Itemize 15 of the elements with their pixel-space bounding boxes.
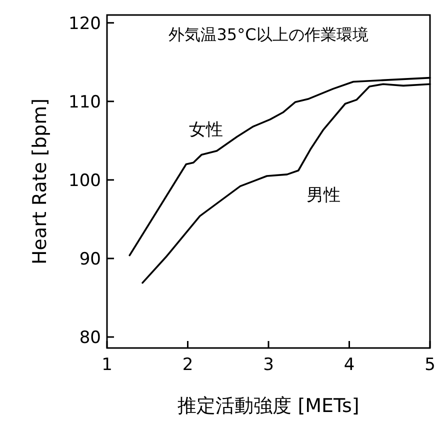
x-tick-label: 2 bbox=[182, 355, 194, 375]
x-tick-label: 3 bbox=[263, 355, 274, 375]
y-tick-label: 90 bbox=[79, 249, 101, 270]
y-tick-label: 100 bbox=[68, 170, 101, 191]
series-label: 女性 bbox=[188, 120, 223, 140]
y-tick-label: 120 bbox=[68, 14, 101, 34]
x-tick-label: 4 bbox=[344, 355, 355, 375]
y-tick-label: 110 bbox=[68, 92, 101, 112]
text: 外気温35°C以上の作業環境 bbox=[168, 25, 368, 44]
x-tick-label: 1 bbox=[102, 355, 112, 375]
x-axis-title: 推定活動強度 [METs] bbox=[178, 395, 360, 417]
y-axis-title: Heart Rate [bpm] bbox=[29, 98, 51, 264]
x-tick-label: 5 bbox=[424, 355, 435, 375]
series-label: 男性 bbox=[306, 186, 340, 206]
y-tick-label: 80 bbox=[79, 328, 101, 348]
